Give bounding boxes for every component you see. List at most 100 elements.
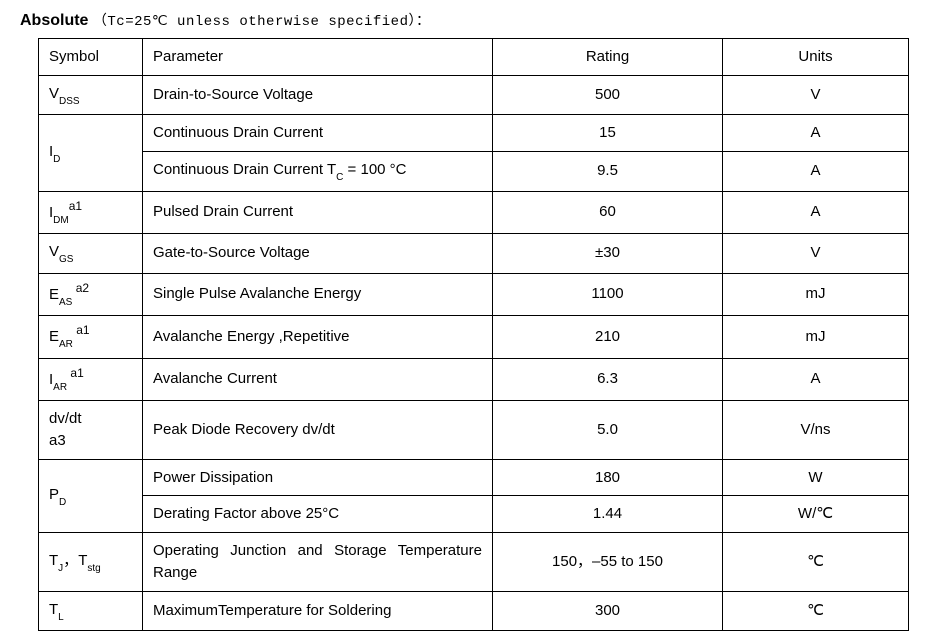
rating-cell: 150，–55 to 150: [493, 533, 723, 592]
rating-cell: 15: [493, 115, 723, 152]
rating-cell: 300: [493, 591, 723, 631]
units-cell: V: [723, 234, 909, 274]
symbol-sep: ，: [63, 552, 78, 569]
rating-cell: 500: [493, 75, 723, 115]
table-row: IDMa1 Pulsed Drain Current 60 A: [39, 191, 909, 234]
col-units: Units: [723, 39, 909, 76]
symbol-cell: ID: [39, 115, 143, 191]
rating-cell: 60: [493, 191, 723, 234]
symbol-sub: D: [59, 497, 66, 508]
symbol-sub: GS: [59, 254, 73, 265]
parameter-cell: Avalanche Energy ,Repetitive: [143, 316, 493, 359]
symbol-note: a1: [73, 323, 90, 337]
table-row: TJ，Tstg Operating Junction and Storage T…: [39, 533, 909, 592]
symbol-cell: EAS a2: [39, 273, 143, 316]
symbol-main: T: [78, 552, 87, 569]
symbol-cell: TL: [39, 591, 143, 631]
symbol-cell: VDSS: [39, 75, 143, 115]
table-row: EAS a2 Single Pulse Avalanche Energy 110…: [39, 273, 909, 316]
symbol-cell: IAR a1: [39, 358, 143, 401]
col-symbol: Symbol: [39, 39, 143, 76]
symbol-line1: dv/dt: [49, 410, 82, 427]
symbol-sub: AR: [53, 382, 67, 393]
symbol-cell: dv/dt a3: [39, 401, 143, 460]
section-heading: Absolute （Tc=25℃ unless otherwise specif…: [20, 10, 922, 30]
units-cell: mJ: [723, 273, 909, 316]
symbol-sub: AR: [59, 339, 73, 350]
rating-cell: 1100: [493, 273, 723, 316]
parameter-cell: Single Pulse Avalanche Energy: [143, 273, 493, 316]
symbol-sub: L: [58, 612, 64, 623]
table-row: VGS Gate-to-Source Voltage ±30 V: [39, 234, 909, 274]
symbol-cell: VGS: [39, 234, 143, 274]
parameter-cell: Peak Diode Recovery dv/dt: [143, 401, 493, 460]
symbol-cell: EAR a1: [39, 316, 143, 359]
symbol-main: E: [49, 328, 59, 345]
param-sub: C: [336, 172, 343, 183]
units-cell: ℃: [723, 533, 909, 592]
symbol-note: a2: [72, 281, 89, 295]
symbol-cell: TJ，Tstg: [39, 533, 143, 592]
table-row: TL MaximumTemperature for Soldering 300 …: [39, 591, 909, 631]
rating-cell: 210: [493, 316, 723, 359]
table-row: EAR a1 Avalanche Energy ,Repetitive 210 …: [39, 316, 909, 359]
parameter-cell: Gate-to-Source Voltage: [143, 234, 493, 274]
units-cell: V/ns: [723, 401, 909, 460]
units-cell: V: [723, 75, 909, 115]
parameter-cell: Pulsed Drain Current: [143, 191, 493, 234]
units-cell: A: [723, 191, 909, 234]
parameter-cell: Continuous Drain Current: [143, 115, 493, 152]
units-cell: mJ: [723, 316, 909, 359]
symbol-sub: stg: [87, 563, 100, 574]
units-cell: ℃: [723, 591, 909, 631]
symbol-main: E: [49, 286, 59, 303]
symbol-note: a1: [69, 199, 82, 213]
rating-cell: 1.44: [493, 496, 723, 533]
table-row: ID Continuous Drain Current 15 A: [39, 115, 909, 152]
symbol-note: a1: [67, 366, 84, 380]
symbol-cell: IDMa1: [39, 191, 143, 234]
col-rating: Rating: [493, 39, 723, 76]
parameter-cell: Operating Junction and Storage Temperatu…: [143, 533, 493, 592]
parameter-cell: Derating Factor above 25°C: [143, 496, 493, 533]
parameter-cell: Continuous Drain Current TC = 100 °C: [143, 152, 493, 192]
ratings-table: Symbol Parameter Rating Units VDSS Drain…: [38, 38, 909, 631]
rating-cell: 9.5: [493, 152, 723, 192]
table-row: VDSS Drain-to-Source Voltage 500 V: [39, 75, 909, 115]
symbol-line2: a3: [49, 432, 66, 449]
symbol-main: V: [49, 85, 59, 102]
symbol-cell: PD: [39, 459, 143, 533]
symbol-sub: D: [53, 154, 60, 165]
parameter-cell: Drain-to-Source Voltage: [143, 75, 493, 115]
parameter-cell: Power Dissipation: [143, 459, 493, 496]
symbol-sub: DM: [53, 215, 69, 226]
table-row: Derating Factor above 25°C 1.44 W/℃: [39, 496, 909, 533]
symbol-main: V: [49, 243, 59, 260]
units-cell: A: [723, 152, 909, 192]
table-row: Continuous Drain Current TC = 100 °C 9.5…: [39, 152, 909, 192]
table-row: dv/dt a3 Peak Diode Recovery dv/dt 5.0 V…: [39, 401, 909, 460]
symbol-main: T: [49, 601, 58, 618]
rating-cell: 180: [493, 459, 723, 496]
units-cell: A: [723, 358, 909, 401]
symbol-main: P: [49, 486, 59, 503]
param-text: Continuous Drain Current T: [153, 161, 336, 178]
symbol-sub: J: [58, 563, 63, 574]
symbol-sub: AS: [59, 297, 72, 308]
units-cell: A: [723, 115, 909, 152]
heading-title: Absolute: [20, 12, 88, 29]
table-row: IAR a1 Avalanche Current 6.3 A: [39, 358, 909, 401]
parameter-cell: MaximumTemperature for Soldering: [143, 591, 493, 631]
parameter-cell: Avalanche Current: [143, 358, 493, 401]
rating-cell: 6.3: [493, 358, 723, 401]
heading-condition: （Tc=25℃ unless otherwise specified）：: [93, 14, 431, 30]
units-cell: W: [723, 459, 909, 496]
param-text: = 100 °C: [343, 161, 406, 178]
table-header-row: Symbol Parameter Rating Units: [39, 39, 909, 76]
rating-cell: 5.0: [493, 401, 723, 460]
table-row: PD Power Dissipation 180 W: [39, 459, 909, 496]
rating-cell: ±30: [493, 234, 723, 274]
symbol-main: T: [49, 552, 58, 569]
units-cell: W/℃: [723, 496, 909, 533]
col-parameter: Parameter: [143, 39, 493, 76]
